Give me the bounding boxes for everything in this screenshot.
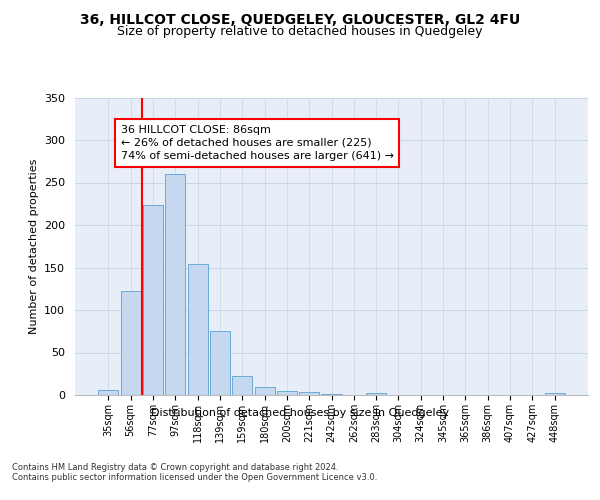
Text: 36 HILLCOT CLOSE: 86sqm
← 26% of detached houses are smaller (225)
74% of semi-d: 36 HILLCOT CLOSE: 86sqm ← 26% of detache… <box>121 124 394 161</box>
Bar <box>232 376 252 395</box>
Y-axis label: Number of detached properties: Number of detached properties <box>29 158 38 334</box>
Text: Contains HM Land Registry data © Crown copyright and database right 2024.
Contai: Contains HM Land Registry data © Crown c… <box>12 462 377 482</box>
Bar <box>277 391 297 395</box>
Bar <box>254 386 275 395</box>
Bar <box>322 394 341 395</box>
Bar <box>366 394 386 395</box>
Text: Size of property relative to detached houses in Quedgeley: Size of property relative to detached ho… <box>117 25 483 38</box>
Bar <box>98 390 118 395</box>
Bar <box>210 331 230 395</box>
Bar <box>121 292 141 395</box>
Text: Distribution of detached houses by size in Quedgeley: Distribution of detached houses by size … <box>151 408 449 418</box>
Bar <box>545 394 565 395</box>
Bar <box>165 174 185 395</box>
Bar <box>143 204 163 395</box>
Bar <box>299 392 319 395</box>
Text: 36, HILLCOT CLOSE, QUEDGELEY, GLOUCESTER, GL2 4FU: 36, HILLCOT CLOSE, QUEDGELEY, GLOUCESTER… <box>80 12 520 26</box>
Bar <box>188 264 208 395</box>
